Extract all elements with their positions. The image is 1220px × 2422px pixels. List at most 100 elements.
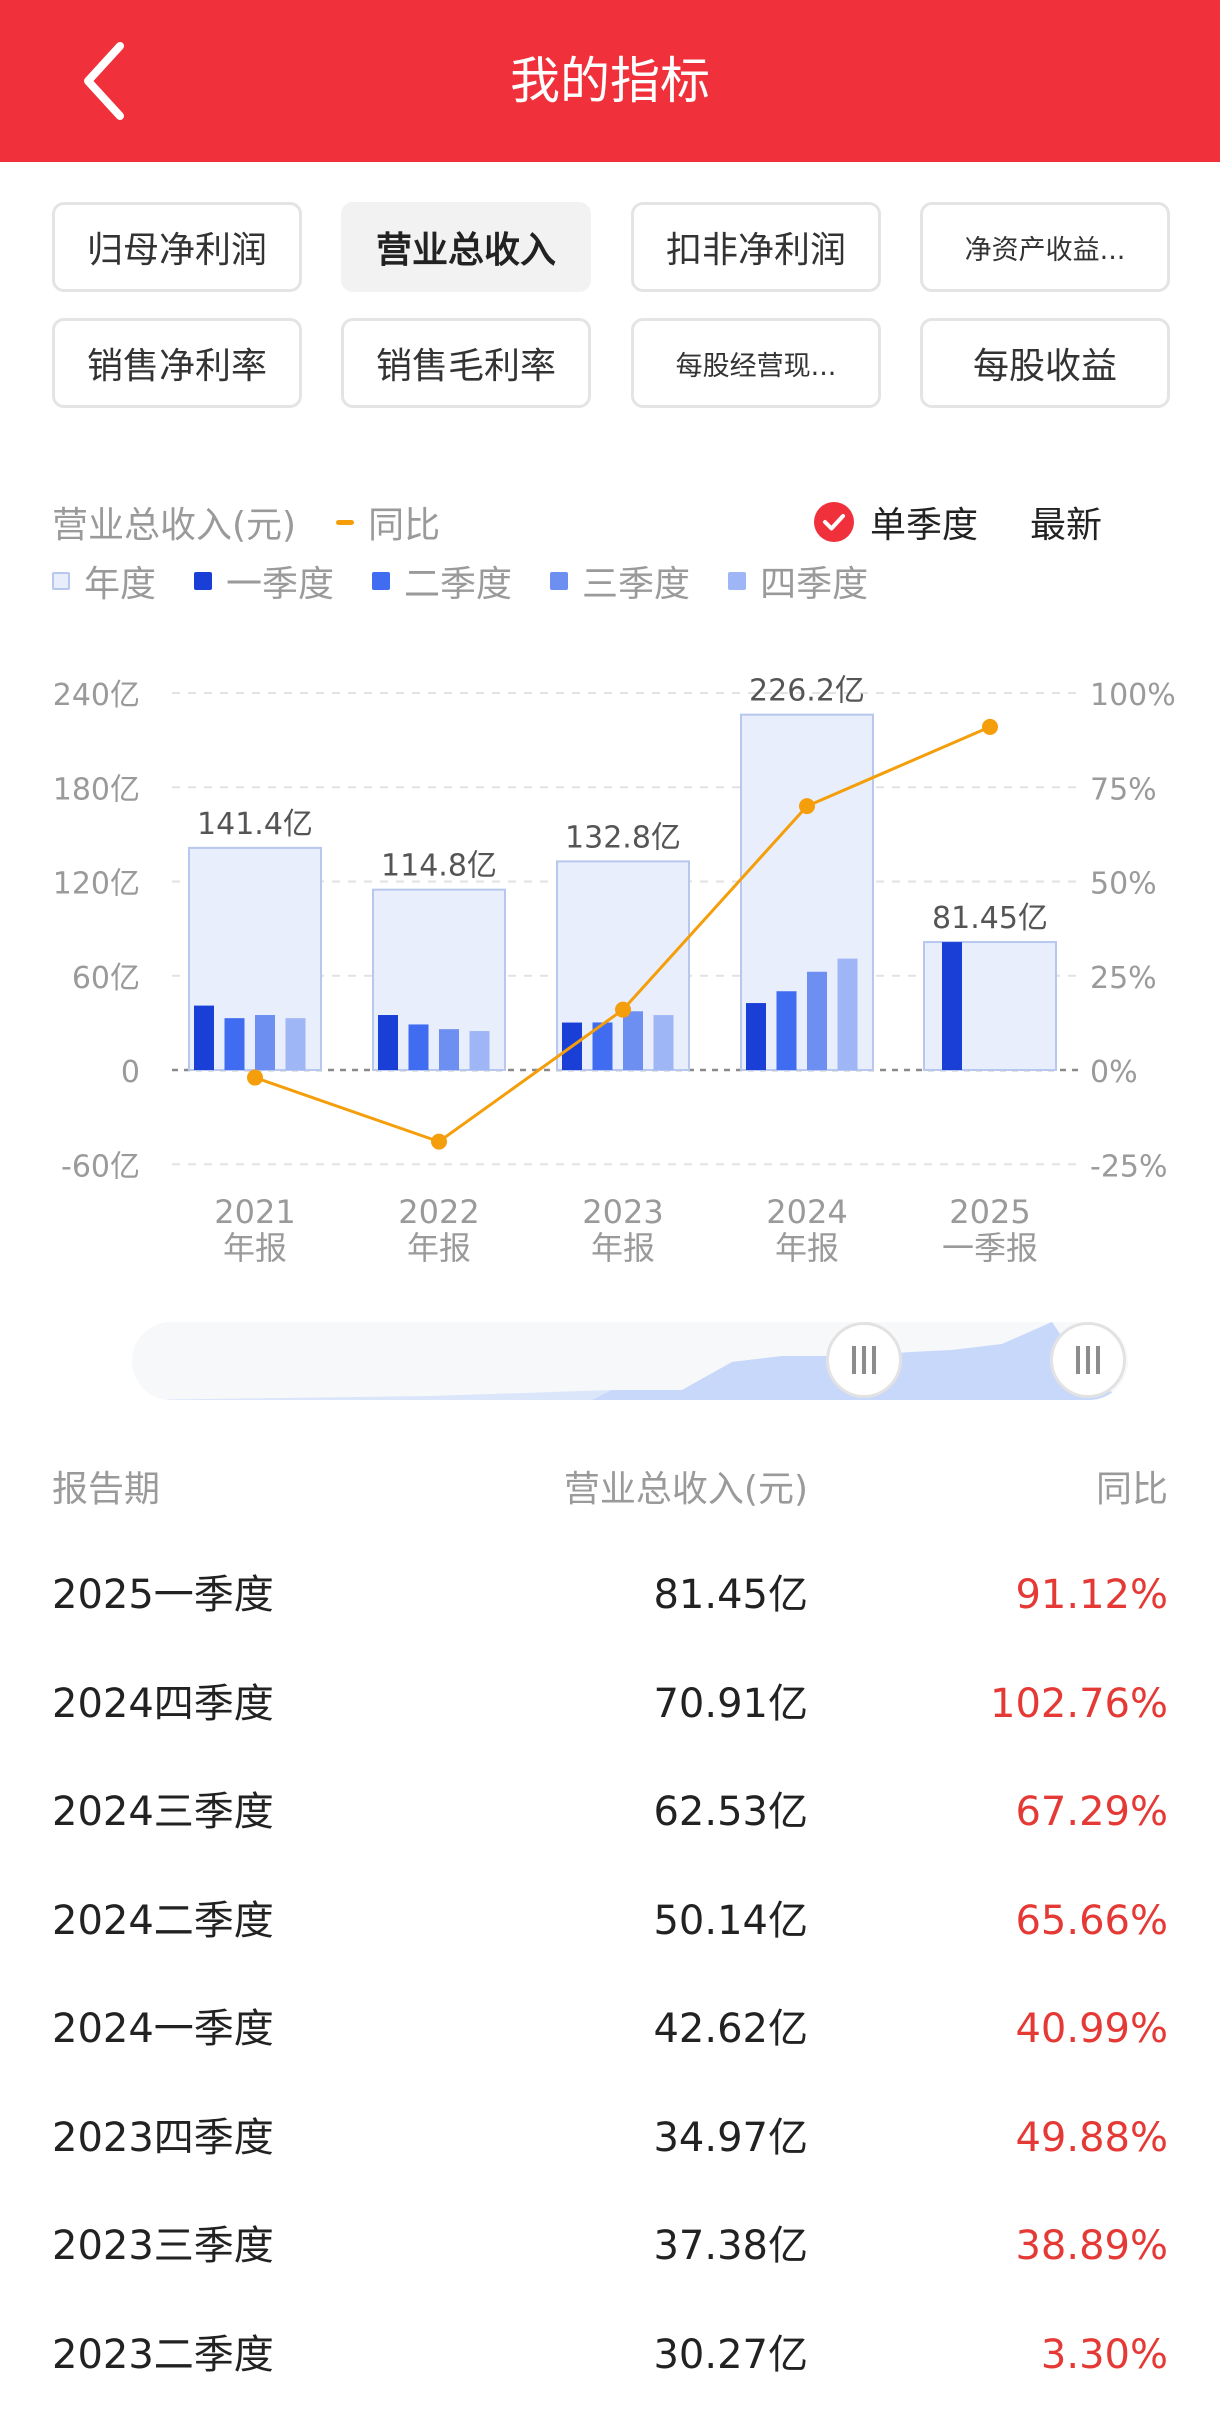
yoy-cell: 40.99% (1015, 2006, 1168, 2052)
annual-value-label: 226.2亿 (749, 674, 865, 709)
table-row[interactable]: 2023三季度 37.38亿 38.89% (52, 2206, 1168, 2286)
y-left-tick-label: 240亿 (53, 678, 140, 713)
legend-label: 一季度 (226, 564, 335, 605)
revenue-cell: 70.91亿 (653, 1680, 808, 1727)
tab-deducted-net-profit[interactable]: 扣非净利润 (631, 202, 881, 292)
table-row[interactable]: 2024三季度 62.53亿 67.29% (52, 1772, 1168, 1852)
grip-icon (1076, 1346, 1100, 1374)
yoy-point[interactable] (615, 1001, 631, 1018)
table-row[interactable]: 2023四季度 34.97亿 49.88% (52, 2098, 1168, 2178)
period-cell: 2023三季度 (52, 2223, 274, 2269)
y-right-tick-label: 75% (1090, 772, 1157, 807)
revenue-cell: 30.27亿 (653, 2331, 808, 2378)
revenue-cell: 37.38亿 (653, 2223, 808, 2269)
legend-swatch (194, 572, 213, 590)
legend-item-annual[interactable]: 年度 (52, 555, 156, 607)
chart-legend: 年度 一季度 二季度 三季度 四季度 (52, 556, 906, 606)
table-row[interactable]: 2023二季度 30.27亿 3.30% (52, 2315, 1168, 2395)
legend-label: 二季度 (404, 564, 513, 605)
annual-value-label: 132.8亿 (565, 820, 681, 855)
quarter-bar[interactable] (408, 1024, 429, 1070)
legend-swatch (550, 572, 569, 590)
x-tick-label: 2024 年报 (766, 1193, 847, 1267)
y-right-tick-label: 100% (1090, 678, 1176, 713)
single-quarter-toggle[interactable]: 单季度 (814, 494, 978, 550)
yoy-point[interactable] (982, 718, 998, 735)
tab-operating-cashflow-per-share[interactable]: 每股经营现... (631, 318, 881, 408)
legend-item-q4[interactable]: 四季度 (728, 555, 868, 607)
table-row[interactable]: 2025一季度 81.45亿 91.12% (52, 1555, 1168, 1635)
tab-eps[interactable]: 每股收益 (920, 318, 1170, 408)
quarter-bar[interactable] (439, 1029, 459, 1070)
period-cell: 2024二季度 (52, 1897, 274, 1944)
tab-roe[interactable]: 净资产收益... (920, 202, 1170, 292)
quarter-bar[interactable] (592, 1022, 613, 1070)
y-left-tick-label: 60亿 (72, 961, 140, 996)
legend-item-q3[interactable]: 三季度 (550, 555, 690, 607)
quarter-bar[interactable] (807, 971, 827, 1070)
revenue-cell: 81.45亿 (653, 1572, 808, 1618)
period-cell: 2024三季度 (52, 1789, 274, 1835)
table-row[interactable]: 2024二季度 50.14亿 65.66% (52, 1881, 1168, 1961)
tab-gross-margin[interactable]: 销售毛利率 (341, 318, 591, 408)
legend-label: 年度 (84, 564, 157, 605)
tab-total-revenue[interactable]: 营业总收入 (341, 202, 591, 292)
quarter-bar[interactable] (194, 1005, 214, 1070)
header-yoy[interactable]: 同比 (1095, 1469, 1168, 1510)
yoy-point[interactable] (799, 798, 815, 815)
quarter-bar[interactable] (285, 1018, 306, 1070)
yoy-cell: 38.89% (1015, 2223, 1168, 2269)
single-quarter-label: 单季度 (870, 505, 979, 546)
period-cell: 2024一季度 (52, 2006, 274, 2052)
yoy-line-icon (336, 519, 355, 525)
y-left-tick-label: -60亿 (61, 1149, 140, 1184)
latest-button[interactable]: 最新 (1030, 505, 1103, 546)
y-left-tick-label: 180亿 (53, 772, 140, 807)
quarter-bar[interactable] (776, 991, 797, 1070)
legend-swatch (52, 572, 70, 590)
yoy-cell: 91.12% (1015, 1572, 1168, 1618)
range-slider[interactable] (132, 1322, 1128, 1400)
tab-net-margin[interactable]: 销售净利率 (52, 318, 302, 408)
slider-preview (132, 1322, 1128, 1400)
yoy-cell: 67.29% (1015, 1789, 1168, 1835)
slider-right-handle[interactable] (1050, 1322, 1126, 1398)
top-bar: 我的指标 (0, 0, 1220, 162)
legend-item-q1[interactable]: 一季度 (194, 555, 334, 607)
legend-label: 三季度 (582, 564, 691, 605)
check-icon (814, 502, 854, 542)
grip-icon (852, 1346, 876, 1374)
slider-left-handle[interactable] (826, 1322, 902, 1398)
yoy-cell: 102.76% (990, 1680, 1168, 1727)
y-right-tick-label: -25% (1090, 1149, 1168, 1184)
x-tick-label: 2023 年报 (582, 1193, 663, 1267)
header-period[interactable]: 报告期 (52, 1469, 161, 1510)
quarter-bar[interactable] (469, 1031, 490, 1070)
revenue-cell: 34.97亿 (653, 2114, 808, 2161)
yoy-point[interactable] (247, 1069, 263, 1086)
quarter-bar[interactable] (378, 1015, 398, 1070)
period-cell: 2023四季度 (52, 2114, 274, 2161)
annual-value-label: 141.4亿 (197, 807, 313, 842)
table-row[interactable]: 2024一季度 42.62亿 40.99% (52, 1989, 1168, 2069)
yoy-cell: 65.66% (1015, 1897, 1168, 1944)
quarter-bar[interactable] (623, 1011, 643, 1070)
legend-item-q2[interactable]: 二季度 (372, 555, 512, 607)
y-right-tick-label: 0% (1090, 1055, 1138, 1090)
quarter-bar[interactable] (255, 1015, 275, 1070)
header-revenue[interactable]: 营业总收入(元) (563, 1469, 808, 1510)
yoy-point[interactable] (431, 1133, 447, 1150)
revenue-cell: 62.53亿 (653, 1789, 808, 1835)
page-title: 我的指标 (510, 52, 710, 110)
quarter-bar[interactable] (837, 958, 858, 1070)
tab-net-profit[interactable]: 归母净利润 (52, 202, 302, 292)
quarter-bar[interactable] (942, 942, 962, 1070)
back-icon[interactable] (70, 38, 150, 124)
yoy-label: 同比 (368, 505, 441, 546)
table-row[interactable]: 2024四季度 70.91亿 102.76% (52, 1664, 1168, 1744)
quarter-bar[interactable] (746, 1003, 766, 1070)
quarter-bar[interactable] (653, 1015, 674, 1070)
annual-value-label: 81.45亿 (932, 901, 1048, 936)
metric-label: 营业总收入(元) (52, 505, 297, 546)
quarter-bar[interactable] (224, 1018, 245, 1070)
